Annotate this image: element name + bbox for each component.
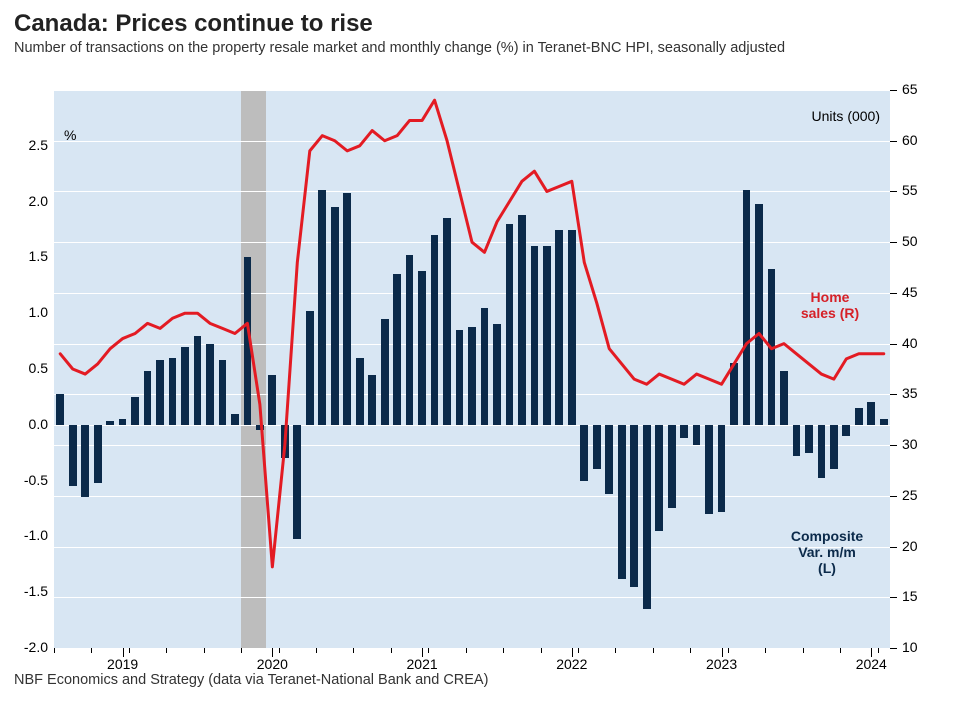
line-series	[0, 0, 960, 703]
left-axis-unit-label: %	[64, 127, 76, 143]
right-axis-unit-label: Units (000)	[760, 108, 880, 124]
legend-composite: CompositeVar. m/m(L)	[772, 528, 882, 576]
legend-home-sales: Homesales (R)	[780, 289, 880, 321]
